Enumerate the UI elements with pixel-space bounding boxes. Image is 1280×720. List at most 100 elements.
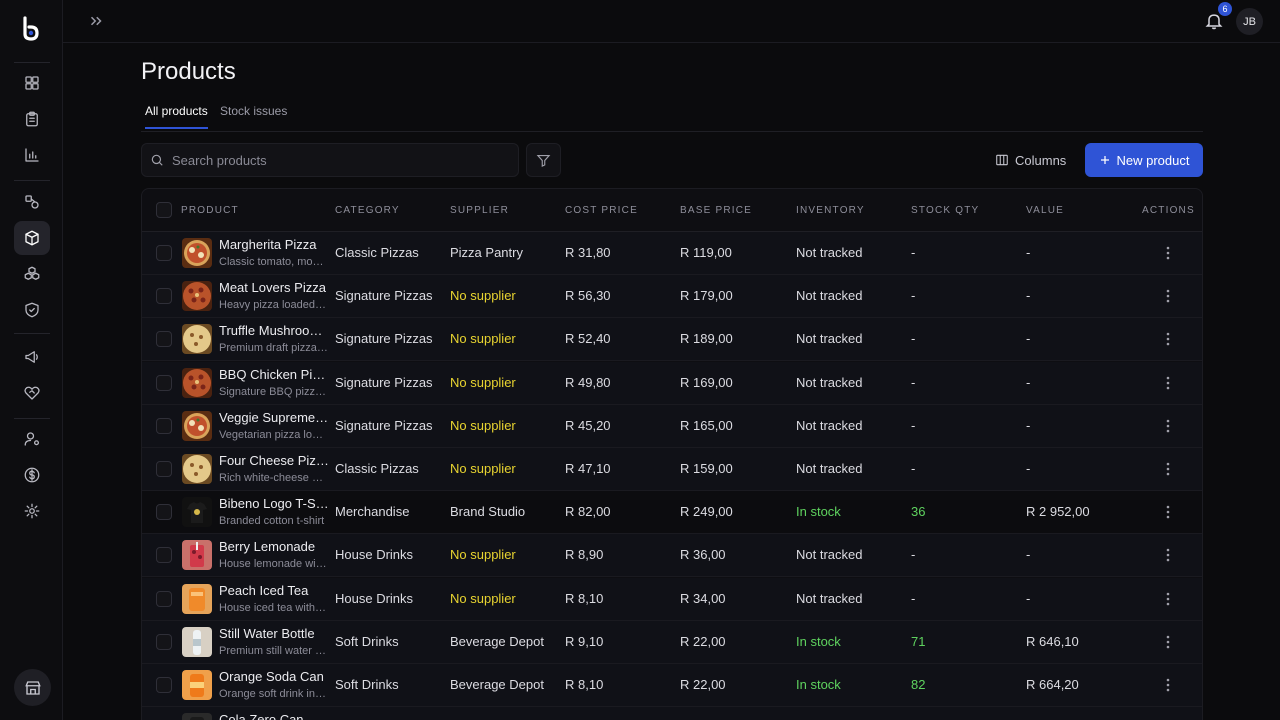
table-row[interactable]: Peach Iced Tea House iced tea with peach H…: [142, 577, 1202, 621]
supplier-cell: No supplier: [450, 547, 516, 563]
product-name[interactable]: Truffle Mushroom Pizza: [219, 323, 329, 339]
sidebar-item-heart-handshake[interactable]: [14, 376, 50, 410]
column-header-product[interactable]: Product: [181, 205, 239, 216]
row-checkbox[interactable]: [156, 245, 172, 261]
sidebar-item-megaphone[interactable]: [14, 340, 50, 374]
product-name[interactable]: Meat Lovers Pizza: [219, 280, 326, 296]
row-checkbox[interactable]: [156, 331, 172, 348]
row-checkbox[interactable]: [156, 288, 172, 305]
table-row[interactable]: Four Cheese Pizza Rich white-cheese pizza…: [142, 448, 1202, 491]
shield-icon: [25, 302, 39, 318]
table-row[interactable]: BBQ Chicken Pizza Signature BBQ pizza wit…: [142, 361, 1202, 405]
column-header-supplier[interactable]: Supplier: [450, 205, 510, 216]
column-header-value[interactable]: Value: [1026, 205, 1065, 216]
table-row[interactable]: Orange Soda Can Orange soft drink in a ca…: [142, 664, 1202, 707]
sidebar-item-user-settings[interactable]: [14, 422, 50, 456]
more-actions-icon[interactable]: [1162, 590, 1174, 608]
column-header-category[interactable]: Category: [335, 205, 400, 216]
more-actions-icon[interactable]: [1162, 676, 1174, 694]
sidebar-item-shield[interactable]: [14, 293, 50, 327]
column-header-cost-price[interactable]: Cost price: [565, 205, 638, 216]
sidebar-item-dashboard[interactable]: [14, 66, 50, 100]
product-name[interactable]: Veggie Supreme Pizza: [219, 409, 329, 425]
sidebar-item-settings[interactable]: [14, 494, 50, 528]
row-checkbox[interactable]: [156, 504, 172, 521]
table-row[interactable]: Cola Zero Can: [142, 707, 1202, 720]
product-name[interactable]: BBQ Chicken Pizza: [219, 366, 329, 382]
table-row[interactable]: Still Water Bottle Premium still water bo…: [142, 620, 1202, 664]
more-actions-icon[interactable]: [1162, 287, 1174, 305]
dollar-icon: [24, 467, 40, 483]
more-actions-icon[interactable]: [1162, 460, 1174, 478]
sidebar-item-shapes[interactable]: [14, 185, 50, 219]
stock-qty-cell: -: [911, 374, 916, 390]
column-header-inventory[interactable]: Inventory: [796, 205, 865, 216]
row-checkbox[interactable]: [156, 374, 172, 391]
more-actions-icon[interactable]: [1162, 417, 1174, 435]
more-actions-icon[interactable]: [1162, 503, 1174, 521]
product-name[interactable]: Cola Zero Can: [219, 712, 304, 720]
expand-sidebar-icon[interactable]: [87, 12, 105, 30]
columns-label: Columns: [1015, 152, 1067, 168]
more-actions-icon[interactable]: [1162, 633, 1174, 651]
row-checkbox[interactable]: [156, 461, 172, 477]
tab-stock-issues[interactable]: Stock issues: [220, 104, 288, 118]
supplier-cell: No supplier: [450, 417, 516, 433]
sidebar-item-clipboard[interactable]: [14, 102, 50, 136]
product-name[interactable]: Margherita Pizza: [219, 237, 317, 252]
product-thumbnail: [182, 540, 212, 571]
select-all-checkbox[interactable]: [156, 202, 172, 218]
page-title: Products: [141, 58, 236, 85]
table-row[interactable]: Margherita Pizza Classic tomato, mozzarel…: [142, 232, 1202, 275]
more-actions-icon[interactable]: [1162, 244, 1174, 262]
tab-bar: All products Stock issues: [141, 100, 1203, 132]
new-product-button[interactable]: New product: [1085, 143, 1203, 177]
avatar[interactable]: JB: [1236, 8, 1263, 35]
more-actions-icon[interactable]: [1162, 546, 1174, 564]
more-actions-icon[interactable]: [1162, 374, 1174, 392]
supplier-cell: No supplier: [450, 288, 516, 304]
table-row[interactable]: Meat Lovers Pizza Heavy pizza loaded with…: [142, 275, 1202, 319]
table-row[interactable]: Berry Lemonade House lemonade with berrie…: [142, 534, 1202, 578]
sidebar-item-bar-chart[interactable]: [14, 138, 50, 172]
stock-qty-cell: -: [911, 461, 916, 476]
column-header-stock-qty[interactable]: Stock qty: [911, 205, 980, 216]
more-actions-icon[interactable]: [1162, 330, 1174, 348]
row-checkbox[interactable]: [156, 590, 172, 607]
product-name[interactable]: Peach Iced Tea: [219, 582, 309, 598]
sidebar-item-cubes[interactable]: [14, 257, 50, 291]
filter-button[interactable]: [526, 143, 561, 177]
table-row[interactable]: Truffle Mushroom Pizza Premium draft pizz…: [142, 318, 1202, 362]
store-button[interactable]: [14, 669, 51, 706]
table-row[interactable]: Veggie Supreme Pizza Vegetarian pizza loa…: [142, 404, 1202, 448]
sidebar-item-box[interactable]: [14, 221, 50, 255]
product-name[interactable]: Berry Lemonade: [219, 539, 316, 555]
row-checkbox[interactable]: [156, 547, 172, 564]
column-header-base-price[interactable]: Base price: [680, 205, 753, 216]
inventory-cell: In stock: [796, 677, 841, 692]
value-cell: R 2 952,00: [1026, 504, 1090, 520]
product-thumbnail: [182, 626, 212, 657]
product-thumbnail: [182, 454, 212, 484]
product-name[interactable]: Still Water Bottle: [219, 625, 315, 641]
bell-icon[interactable]: [1204, 11, 1224, 31]
product-name[interactable]: Bibeno Logo T-Shirt: [219, 496, 329, 512]
columns-icon: [996, 154, 1008, 166]
category-cell: Merchandise: [335, 504, 410, 520]
columns-button[interactable]: Columns: [995, 143, 1066, 177]
search-input[interactable]: [172, 152, 502, 168]
base-price-cell: R 165,00: [680, 417, 733, 433]
table-row[interactable]: Bibeno Logo T-Shirt Branded cotton t-shir…: [142, 491, 1202, 535]
product-name[interactable]: Four Cheese Pizza: [219, 453, 329, 468]
sidebar-item-dollar[interactable]: [14, 458, 50, 492]
sidebar-divider: [14, 333, 50, 334]
cost-price-cell: R 52,40: [565, 331, 611, 347]
row-checkbox[interactable]: [156, 677, 172, 693]
inventory-cell: Not tracked: [796, 547, 863, 563]
product-name[interactable]: Orange Soda Can: [219, 669, 324, 684]
cost-price-cell: R 56,30: [565, 288, 611, 304]
row-checkbox[interactable]: [156, 417, 172, 434]
brand-logo[interactable]: [20, 16, 44, 42]
tab-all-products[interactable]: All products: [145, 104, 208, 129]
row-checkbox[interactable]: [156, 633, 172, 650]
